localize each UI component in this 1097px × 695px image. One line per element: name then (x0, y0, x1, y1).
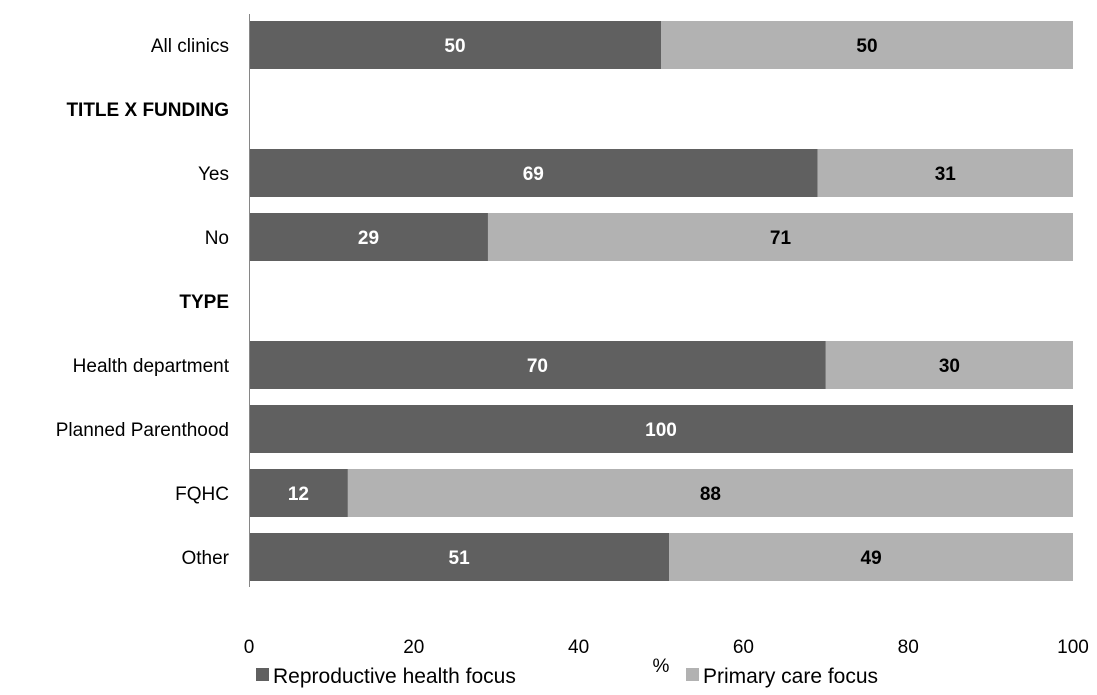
bar-label-primary-care-focus-yes: 31 (935, 164, 957, 185)
bar-reproductive-health-focus-planned-parenthood (249, 405, 1073, 453)
bar-label-reproductive-health-focus-no: 29 (358, 228, 379, 249)
legend: Reproductive health focus Primary care fo… (256, 665, 878, 688)
legend-swatch-reproductive-health-focus (256, 668, 269, 681)
bar-primary-care-focus-other (669, 533, 1073, 581)
category-label-no: No (205, 228, 229, 249)
bars-group (249, 21, 1074, 581)
category-label-fqhc: FQHC (175, 484, 229, 505)
bar-reproductive-health-focus-other (249, 533, 670, 581)
bar-label-primary-care-focus-all-clinics: 50 (856, 36, 877, 57)
legend-swatch-primary-care-focus (686, 668, 699, 681)
bar-label-reproductive-health-focus-planned-parenthood: 100 (645, 420, 677, 441)
bar-label-reproductive-health-focus-all-clinics: 50 (444, 36, 465, 57)
bar-label-primary-care-focus-no: 71 (770, 228, 792, 249)
bar-reproductive-health-focus-fqhc (249, 469, 348, 517)
group-header-type: TYPE (179, 292, 229, 313)
x-tick-label-40: 40 (568, 637, 589, 658)
category-label-health-department: Health department (73, 356, 230, 377)
bar-primary-care-focus-fqhc (347, 469, 1073, 517)
category-labels-group: All clinics TITLE X FUNDING Yes No TYPE Healt… (56, 36, 230, 569)
bar-label-primary-care-focus-other: 49 (861, 548, 882, 569)
bar-primary-care-focus-all-clinics (661, 21, 1073, 69)
bar-label-reproductive-health-focus-fqhc: 12 (288, 484, 309, 505)
bar-label-primary-care-focus-health-department: 30 (939, 356, 960, 377)
legend-label-primary-care-focus: Primary care focus (703, 665, 878, 688)
category-label-other: Other (181, 548, 229, 569)
bar-labels-group: 50 50 69 31 29 71 70 30 100 12 88 51 49 (288, 36, 960, 569)
x-tick-label-20: 20 (403, 637, 424, 658)
category-label-all-clinics: All clinics (151, 36, 229, 57)
bar-label-reproductive-health-focus-yes: 69 (523, 164, 544, 185)
x-axis-title: % (653, 656, 670, 677)
x-tick-label-0: 0 (244, 637, 255, 658)
bar-label-reproductive-health-focus-health-department: 70 (527, 356, 548, 377)
bar-label-reproductive-health-focus-other: 51 (449, 548, 471, 569)
legend-label-reproductive-health-focus: Reproductive health focus (273, 665, 516, 688)
category-label-yes: Yes (198, 164, 229, 185)
bar-reproductive-health-focus-health-department (249, 341, 826, 389)
x-tick-label-60: 60 (733, 637, 754, 658)
bar-primary-care-focus-health-department (825, 341, 1073, 389)
x-tick-label-100: 100 (1057, 637, 1089, 658)
bar-reproductive-health-focus-no (249, 213, 488, 261)
category-label-planned-parenthood: Planned Parenthood (56, 420, 229, 441)
bar-reproductive-health-focus-yes (249, 149, 818, 197)
bar-primary-care-focus-yes (817, 149, 1073, 197)
group-header-title-x-funding: TITLE X FUNDING (66, 100, 229, 121)
x-tick-label-80: 80 (898, 637, 919, 658)
bar-label-primary-care-focus-fqhc: 88 (700, 484, 721, 505)
bar-reproductive-health-focus-all-clinics (249, 21, 661, 69)
x-ticks-group: 0 20 40 60 80 100 (244, 637, 1089, 658)
bar-primary-care-focus-no (487, 213, 1074, 261)
